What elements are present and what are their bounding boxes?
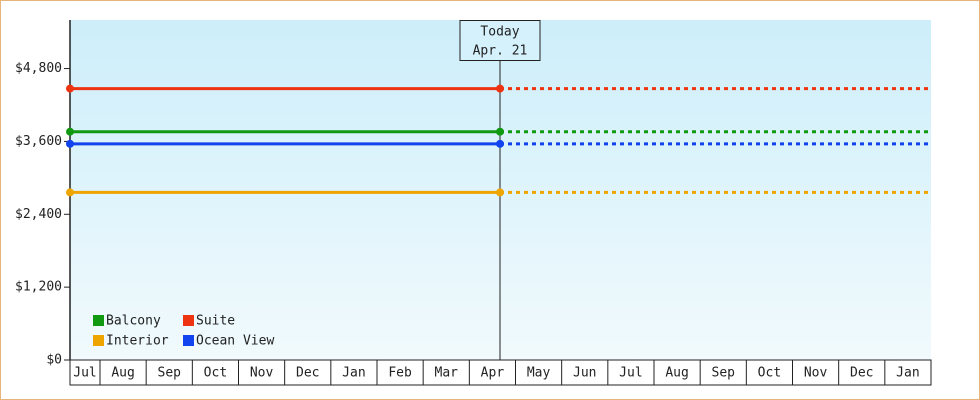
x-tick-label: Jun bbox=[573, 366, 596, 381]
point bbox=[496, 84, 504, 93]
x-tick-label: Aug bbox=[111, 366, 134, 381]
today-date: Apr. 21 bbox=[473, 44, 528, 59]
x-tick-label: Aug bbox=[665, 366, 688, 381]
x-tick-label: Jul bbox=[73, 366, 96, 381]
legend-label: Suite bbox=[196, 314, 235, 329]
point bbox=[66, 139, 74, 148]
x-tick-label: Feb bbox=[388, 366, 412, 381]
legend-label: Balcony bbox=[106, 314, 161, 329]
x-tick-label: Sep bbox=[712, 366, 736, 381]
x-tick-label: May bbox=[527, 366, 551, 381]
x-tick-label: Dec bbox=[296, 366, 319, 381]
y-tick-label: $1,200 bbox=[15, 280, 62, 295]
x-tick-label: Oct bbox=[204, 366, 227, 381]
x-tick-label: Sep bbox=[158, 366, 182, 381]
legend-swatch bbox=[183, 315, 194, 326]
x-tick-label: Mar bbox=[435, 366, 459, 381]
legend-swatch bbox=[93, 335, 104, 346]
legend-swatch bbox=[93, 315, 104, 326]
point bbox=[496, 139, 504, 148]
x-tick-label: Oct bbox=[758, 366, 781, 381]
x-tick-label: Jan bbox=[896, 366, 919, 381]
point bbox=[66, 84, 74, 93]
legend-label: Ocean View bbox=[196, 334, 274, 349]
point bbox=[496, 127, 504, 136]
y-tick-label: $2,400 bbox=[15, 207, 62, 222]
legend-label: Interior bbox=[106, 334, 169, 349]
y-tick-label: $4,800 bbox=[15, 61, 62, 76]
x-tick-label: Dec bbox=[850, 366, 873, 381]
x-tick-label: Nov bbox=[804, 366, 828, 381]
x-tick-label: Nov bbox=[250, 366, 274, 381]
y-tick-label: $3,600 bbox=[15, 134, 62, 149]
x-tick-label: Apr bbox=[481, 366, 505, 381]
y-tick-label: $0 bbox=[46, 353, 62, 368]
legend-swatch bbox=[183, 335, 194, 346]
point bbox=[496, 188, 504, 197]
today-box bbox=[459, 20, 541, 61]
x-tick-label: Jul bbox=[619, 366, 642, 381]
x-tick-label: Jan bbox=[342, 366, 365, 381]
x-axis-row bbox=[69, 359, 932, 386]
today-title: Today bbox=[480, 25, 519, 40]
point bbox=[66, 188, 74, 197]
point bbox=[66, 127, 74, 136]
